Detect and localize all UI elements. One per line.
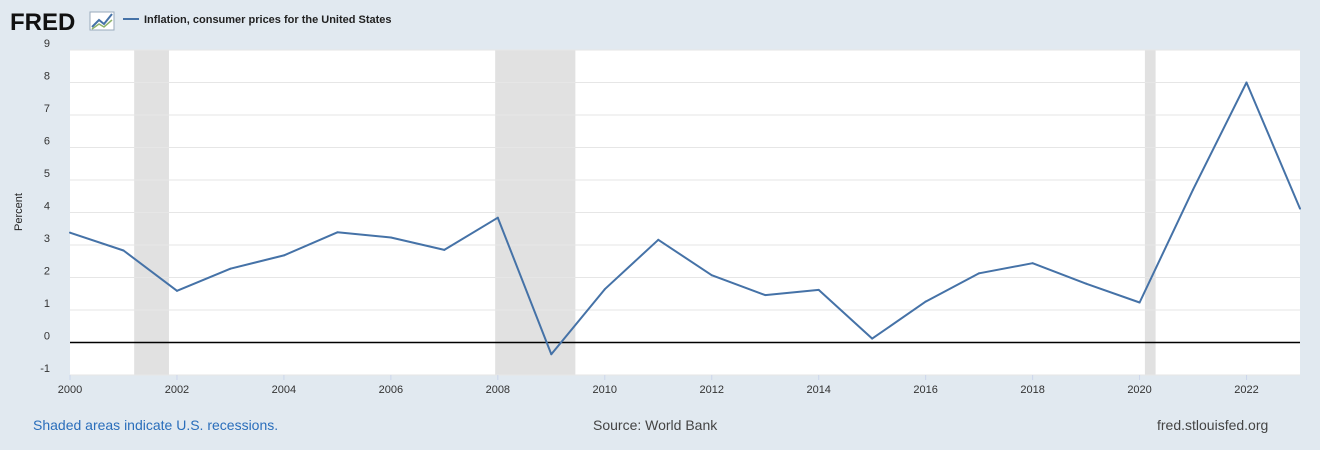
y-tick-label: 9 — [44, 38, 50, 50]
y-tick-label: 2 — [44, 266, 50, 278]
data-point — [69, 231, 71, 234]
plot-area: 2000 2002 2004 2006 2008 2010 2012 2014 2016 2018… — [40, 38, 1301, 396]
data-point — [764, 294, 767, 297]
data-point — [389, 236, 392, 239]
data-point — [336, 231, 339, 234]
data-point — [122, 249, 125, 252]
data-point — [175, 289, 178, 292]
legend-label: Inflation, consumer prices for the Unite… — [144, 14, 392, 26]
data-point — [657, 238, 660, 241]
data-point — [603, 288, 606, 291]
data-point — [1085, 282, 1088, 285]
fred-logo-graph-icon — [89, 11, 115, 31]
x-tick-label: 2000 — [58, 384, 82, 396]
data-point — [229, 267, 232, 270]
data-point — [496, 216, 499, 219]
data-point — [871, 337, 874, 340]
y-tick-label: -1 — [40, 363, 50, 375]
fred-logo-text: FRED — [10, 9, 75, 36]
y-tick-label: 5 — [44, 168, 50, 180]
recession-note-link[interactable]: Shaded areas indicate U.S. recessions. — [33, 417, 279, 433]
y-axis-label: Percent — [13, 193, 25, 231]
source-text: Source: World Bank — [593, 417, 718, 433]
fred-url-link[interactable]: fred.stlouisfed.org — [1157, 417, 1269, 433]
y-tick-label: 7 — [44, 103, 50, 115]
x-tick-label: 2006 — [379, 384, 403, 396]
data-point — [1031, 262, 1034, 265]
x-tick-label: 2020 — [1127, 384, 1151, 396]
x-tick-label: 2018 — [1020, 384, 1044, 396]
y-tick-label: 6 — [44, 136, 50, 148]
y-tick-label: 1 — [44, 298, 50, 310]
y-tick-label: 0 — [44, 331, 50, 343]
x-tick-label: 2022 — [1234, 384, 1258, 396]
data-point — [550, 353, 553, 356]
data-point — [817, 288, 820, 291]
x-tick-label: 2004 — [272, 384, 296, 396]
data-point — [978, 272, 981, 275]
fred-logo[interactable]: FRED — [10, 9, 115, 36]
x-tick-label: 2002 — [165, 384, 189, 396]
y-tick-label: 3 — [44, 233, 50, 245]
data-point — [1138, 301, 1141, 304]
legend: Inflation, consumer prices for the Unite… — [123, 14, 392, 26]
data-point — [443, 248, 446, 251]
x-tick-label: 2016 — [913, 384, 937, 396]
series-line-0 — [69, 81, 1301, 356]
data-point — [1192, 188, 1195, 191]
x-tick-label: 2014 — [806, 384, 830, 396]
y-tick-label: 4 — [44, 201, 50, 213]
x-tick-label: 2008 — [486, 384, 510, 396]
data-point — [924, 300, 927, 303]
data-point — [1245, 81, 1248, 84]
y-tick-label: 8 — [44, 71, 50, 83]
data-point — [282, 254, 285, 257]
x-tick-label: 2010 — [593, 384, 617, 396]
data-point — [710, 274, 713, 277]
x-tick-label: 2012 — [699, 384, 723, 396]
line-chart: FRED Inflation, consumer prices for the … — [10, 9, 1301, 396]
data-point — [1299, 207, 1301, 210]
